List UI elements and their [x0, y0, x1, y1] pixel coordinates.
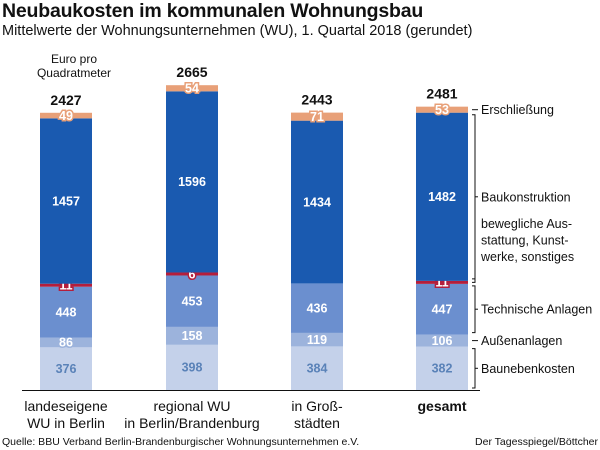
bar-technische-anlagen-3	[416, 283, 468, 335]
legend-bracket-baunebenkosten	[472, 348, 476, 389]
data-label-erschliessung-2: 71	[310, 110, 324, 124]
data-label-erschliessung-0: 49	[59, 109, 73, 123]
bar-baukonstruktion-0	[40, 118, 92, 284]
data-label-baukonstruktion-2: 1434	[303, 195, 331, 209]
legend-bracket-technische-anlagen	[472, 285, 476, 334]
legend-label-technische-anlagen-0: Technische Anlagen	[481, 303, 592, 317]
bar-baukonstruktion-3	[416, 112, 468, 281]
category-label-1-0: regional WU	[153, 398, 230, 414]
credit-note: Der Tagesspiegel/Böttcher	[475, 436, 598, 448]
data-label-baunebenkosten-3: 382	[432, 362, 453, 376]
bar-aussenanlagen-0	[40, 337, 92, 348]
data-label-erschliessung-1: 54	[185, 82, 199, 96]
data-label-baukonstruktion-0: 1457	[52, 194, 80, 208]
bar-baunebenkosten-2	[291, 346, 343, 390]
bar-aussenanlagen-2	[291, 332, 343, 347]
data-label-baunebenkosten-0: 376	[56, 362, 77, 376]
legend-leader-bewegliche-ausstattung-kunstwerke-sonstiges	[472, 216, 476, 283]
bar-baunebenkosten-3	[416, 346, 468, 390]
legend-label-baukonstruktion-0: Baukonstruktion	[481, 190, 571, 204]
legend-label-bewegliche-ausstattung-kunstwerke-sonstiges-0: bewegliche Aus-	[481, 217, 572, 231]
data-label-technische-anlagen-3: 447	[432, 303, 453, 317]
legend-label-bewegliche-ausstattung-kunstwerke-sonstiges-1: stattung, Kunst-	[481, 234, 569, 248]
bar-baukonstruktion-2	[291, 120, 343, 284]
data-label-erschliessung-3: 53	[435, 103, 449, 117]
legend-label-erschliessung-0: Erschließung	[481, 103, 554, 117]
bar-technische-anlagen-0	[40, 286, 92, 338]
bar-technische-anlagen-1	[166, 275, 218, 327]
data-label-baunebenkosten-1: 398	[182, 361, 203, 375]
bar-bewegliche-ausstattung-kunstwerke-sonstiges-1	[166, 272, 218, 276]
data-label-aussenanlagen-1: 158	[182, 329, 203, 343]
bar-bewegliche-ausstattung-kunstwerke-sonstiges-3	[416, 280, 468, 284]
data-label-baukonstruktion-1: 1596	[178, 175, 206, 189]
category-label-0-1: WU in Berlin	[27, 415, 105, 431]
data-label-baunebenkosten-2: 384	[307, 362, 328, 376]
unit-label-line2: Quadratmeter	[36, 66, 112, 80]
data-label-bewegliche-ausstattung-kunstwerke-sonstiges-1: 6	[189, 267, 196, 281]
category-label-0-0: landeseigene	[24, 398, 108, 414]
total-label-0: 2427	[50, 92, 81, 108]
bar-technische-anlagen-2	[291, 283, 343, 333]
data-label-aussenanlagen-0: 86	[59, 336, 73, 350]
legend-label-bewegliche-ausstattung-kunstwerke-sonstiges-2: werke, sonstiges	[480, 250, 574, 264]
bar-baunebenkosten-0	[40, 347, 92, 390]
data-label-baukonstruktion-3: 1482	[428, 190, 456, 204]
data-label-aussenanlagen-2: 119	[307, 333, 327, 347]
data-label-technische-anlagen-1: 453	[182, 294, 203, 308]
legend-label-aussenanlagen-0: Außenanlagen	[481, 334, 562, 348]
total-label-3: 2481	[426, 86, 457, 102]
data-label-technische-anlagen-2: 436	[307, 301, 328, 315]
data-label-aussenanlagen-3: 106	[432, 334, 453, 348]
bar-erschliessung-0	[40, 112, 92, 119]
chart-subtitle: Mittelwerte der Wohnungsunternehmen (WU)…	[2, 23, 473, 39]
unit-label-line1: Euro pro	[50, 52, 98, 66]
category-label-3-0: gesamt	[417, 398, 466, 414]
total-label-2: 2443	[301, 92, 332, 108]
bar-bewegliche-ausstattung-kunstwerke-sonstiges-0	[40, 283, 92, 287]
bar-baukonstruktion-1	[166, 91, 218, 273]
source-note: Quelle: BBU Verband Berlin-Brandenburgis…	[2, 436, 360, 448]
bar-aussenanlagen-3	[416, 334, 468, 347]
chart-title: Neubaukosten im kommunalen Wohnungsbau	[2, 0, 424, 22]
category-label-2-0: in Groß-	[291, 398, 343, 414]
bar-erschliessung-2	[291, 112, 343, 121]
category-label-2-1: städten	[294, 415, 340, 431]
bar-erschliessung-3	[416, 106, 468, 113]
bar-erschliessung-1	[166, 85, 218, 92]
legend-label-baunebenkosten-0: Baunebenkosten	[481, 362, 575, 376]
bar-aussenanlagen-1	[166, 326, 218, 345]
data-label-technische-anlagen-0: 448	[56, 305, 77, 319]
category-label-1-1: in Berlin/Brandenburg	[124, 415, 259, 431]
bar-baunebenkosten-1	[166, 344, 218, 390]
total-label-1: 2665	[176, 64, 207, 80]
